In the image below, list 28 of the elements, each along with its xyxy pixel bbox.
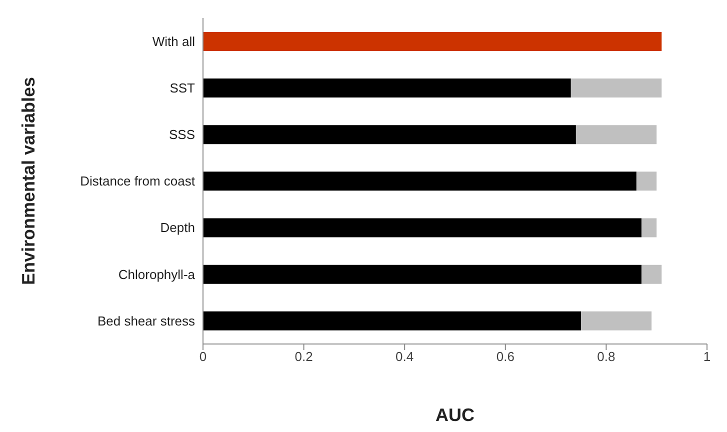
x-tick-label: 0.2: [294, 349, 313, 364]
y-tick-label: SSS: [168, 127, 196, 142]
bar: [203, 264, 642, 284]
x-tick-label: 0: [199, 349, 207, 364]
y-tick-label: Chlorophyll-a: [118, 266, 196, 282]
x-tick-label: 0.6: [496, 349, 514, 364]
x-tick-label: 0.4: [396, 349, 414, 364]
x-axis-title: AUC: [436, 404, 474, 425]
x-tick-label: 0.8: [597, 349, 616, 364]
y-tick-label: Distance from coast: [80, 174, 196, 189]
y-tick-label: With all: [152, 34, 196, 49]
bar: [203, 125, 576, 144]
bar: [203, 78, 571, 98]
bar: [581, 311, 652, 330]
y-tick-label: SST: [170, 80, 196, 96]
bar: [641, 264, 662, 284]
bar: [203, 218, 642, 238]
bar: [570, 78, 662, 98]
bar: [203, 172, 636, 191]
bar: [636, 172, 657, 191]
bar: [203, 32, 662, 51]
bar: [203, 311, 581, 330]
bar: [641, 218, 657, 238]
x-tick-label: 1: [703, 349, 711, 364]
y-tick-label: Depth: [160, 220, 195, 236]
bar: [576, 125, 657, 144]
y-tick-label: Bed shear stress: [97, 313, 196, 328]
y-axis-title: Environmental variables: [18, 76, 38, 286]
